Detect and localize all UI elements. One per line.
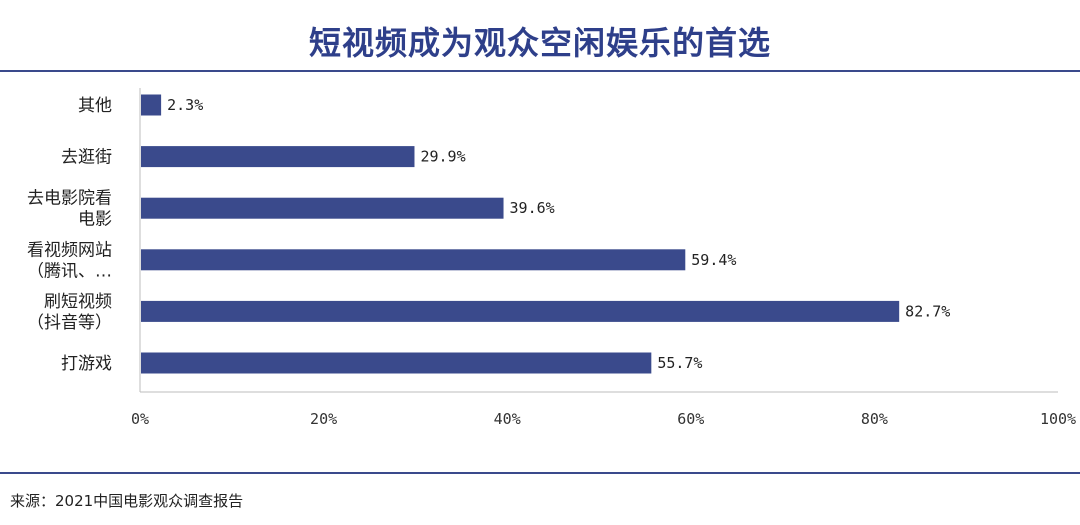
category-label: 去电影院看电影	[27, 189, 112, 230]
category-label: 打游戏	[61, 354, 112, 374]
bar	[141, 94, 162, 116]
x-tick-label: 60%	[677, 410, 704, 428]
category-label-line: 去逛街	[61, 148, 112, 168]
chart-title: 短视频成为观众空闲娱乐的首选	[308, 24, 771, 62]
category-label-line: 打游戏	[61, 354, 112, 374]
bar-chart: 0% 20% 40% 60% 80% 100% 2.3% 其他 29.9% 去逛街 39.6% 去电影…	[27, 88, 1076, 428]
bar	[141, 249, 686, 271]
category-label-line: 看视频网站	[27, 240, 112, 260]
category-label-line: （抖音等）	[27, 313, 112, 333]
title-divider	[0, 70, 1080, 72]
x-tick-label: 80%	[861, 410, 888, 428]
x-tick-label: 20%	[310, 410, 337, 428]
category-label-line: （腾讯、…	[27, 261, 112, 281]
source-note: 来源：2021中国电影观众调查报告	[10, 492, 244, 510]
bar	[141, 146, 415, 168]
x-tick-label: 40%	[494, 410, 521, 428]
category-label: 去逛街	[61, 148, 112, 168]
bar-value-label: 59.4%	[691, 251, 736, 269]
bar	[141, 300, 900, 322]
bar	[141, 352, 652, 374]
bar-value-label: 55.7%	[657, 354, 702, 372]
bar-value-label: 39.6%	[510, 199, 555, 217]
category-label: 看视频网站（腾讯、…	[27, 240, 112, 281]
category-label-line: 去电影院看	[27, 189, 112, 209]
x-tick-label: 0%	[131, 410, 149, 428]
category-label-line: 电影	[78, 210, 112, 230]
category-label-line: 其他	[78, 96, 112, 116]
category-label-line: 刷短视频	[44, 292, 112, 312]
bar-value-label: 29.9%	[420, 148, 465, 166]
footer-divider	[0, 472, 1080, 474]
x-tick-label: 100%	[1040, 410, 1076, 428]
bar-value-label: 2.3%	[167, 96, 203, 114]
category-label: 其他	[78, 96, 112, 116]
bar	[141, 197, 504, 219]
bar-value-label: 82.7%	[905, 302, 950, 320]
category-label: 刷短视频（抖音等）	[27, 292, 112, 333]
